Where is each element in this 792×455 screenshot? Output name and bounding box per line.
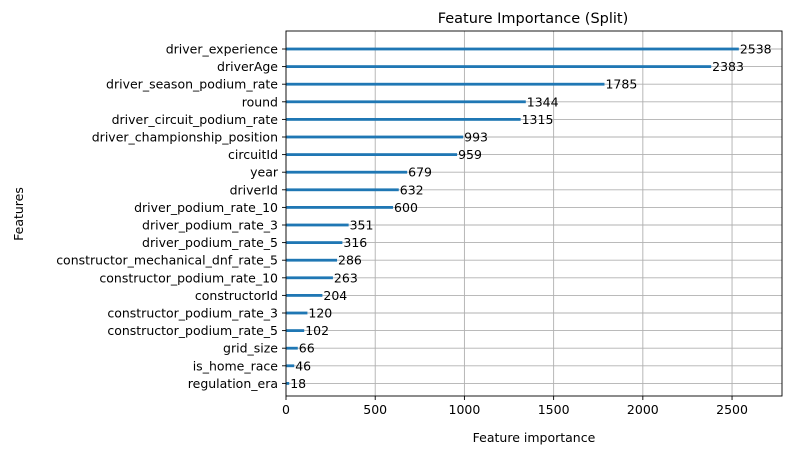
value-label: 102 (305, 323, 329, 338)
plot-frame (285, 30, 783, 397)
bar (286, 65, 712, 68)
bar-layer (286, 47, 739, 385)
value-label: 2538 (740, 42, 772, 57)
grid-layer (285, 31, 782, 396)
category-label: circuitId (228, 147, 278, 162)
x-tick-label: 1500 (538, 402, 570, 417)
value-label: 959 (458, 147, 482, 162)
value-label: 632 (400, 182, 424, 197)
bar (286, 329, 305, 332)
bar (286, 206, 394, 209)
bar (286, 241, 343, 244)
x-tick-label: 2500 (716, 402, 748, 417)
category-label: driver_podium_rate_3 (142, 218, 278, 233)
bar (286, 188, 399, 192)
value-label: 18 (290, 376, 306, 391)
value-label: 1785 (605, 77, 637, 92)
bar (286, 382, 290, 385)
value-label: 993 (464, 130, 488, 145)
category-label: constructor_podium_rate_3 (107, 306, 278, 321)
x-tick-label: 500 (363, 402, 387, 417)
category-label: constructor_podium_rate_5 (107, 323, 278, 338)
category-label: driver_podium_rate_5 (142, 235, 278, 250)
category-label: round (242, 94, 278, 109)
x-axis-label: Feature importance (473, 430, 596, 445)
category-label: driver_experience (166, 42, 279, 57)
x-axis-ticks: 0 500 1000 1500 2000 2500 (282, 396, 748, 417)
category-label: driverId (230, 182, 278, 197)
chart-title: Feature Importance (Split) (438, 11, 629, 27)
category-label: constructor_podium_rate_10 (99, 270, 278, 285)
bar (286, 258, 338, 262)
category-label: driver_season_podium_rate (106, 77, 278, 92)
value-label: 263 (334, 270, 358, 285)
value-label: 286 (338, 253, 362, 268)
value-label: 1344 (527, 94, 559, 109)
value-label: 2383 (712, 59, 744, 74)
bar (286, 118, 521, 121)
value-label: 351 (350, 218, 374, 233)
y-axis-ticks: driver_experience driverAge driver_season_… (56, 42, 286, 391)
category-label: driver_podium_rate_10 (134, 200, 278, 215)
bar (286, 135, 464, 139)
category-label: constructor_mechanical_dnf_rate_5 (56, 253, 278, 268)
bar (286, 276, 333, 280)
bar (286, 346, 298, 350)
value-label: 316 (343, 235, 367, 250)
x-tick-label: 2000 (627, 402, 659, 417)
value-label: 679 (408, 165, 432, 180)
bar (286, 223, 349, 227)
y-axis-label: Features (11, 187, 26, 241)
bar (286, 170, 408, 174)
data-labels: 2538 2383 1785 1344 1315 993 959 679 632 600 351 31… (290, 42, 771, 391)
category-label: is_home_race (193, 358, 279, 373)
x-tick-label: 0 (282, 402, 290, 417)
category-label: grid_size (223, 341, 278, 356)
value-label: 120 (308, 306, 332, 321)
category-label: driver_circuit_podium_rate (112, 112, 279, 127)
bar (286, 294, 323, 297)
bar (286, 82, 605, 86)
category-label: regulation_era (188, 376, 278, 391)
bar (286, 153, 458, 156)
bar (286, 100, 526, 104)
x-tick-label: 1000 (449, 402, 481, 417)
value-label: 46 (295, 358, 311, 373)
bar (286, 311, 308, 315)
category-label: year (250, 165, 279, 180)
category-label: driver_championship_position (92, 130, 278, 145)
value-label: 204 (323, 288, 347, 303)
bar (286, 47, 739, 51)
value-label: 600 (394, 200, 418, 215)
category-label: constructorId (195, 288, 278, 303)
bar (286, 364, 295, 368)
value-label: 1315 (522, 112, 554, 127)
category-label: driverAge (217, 59, 278, 74)
value-label: 66 (299, 341, 315, 356)
